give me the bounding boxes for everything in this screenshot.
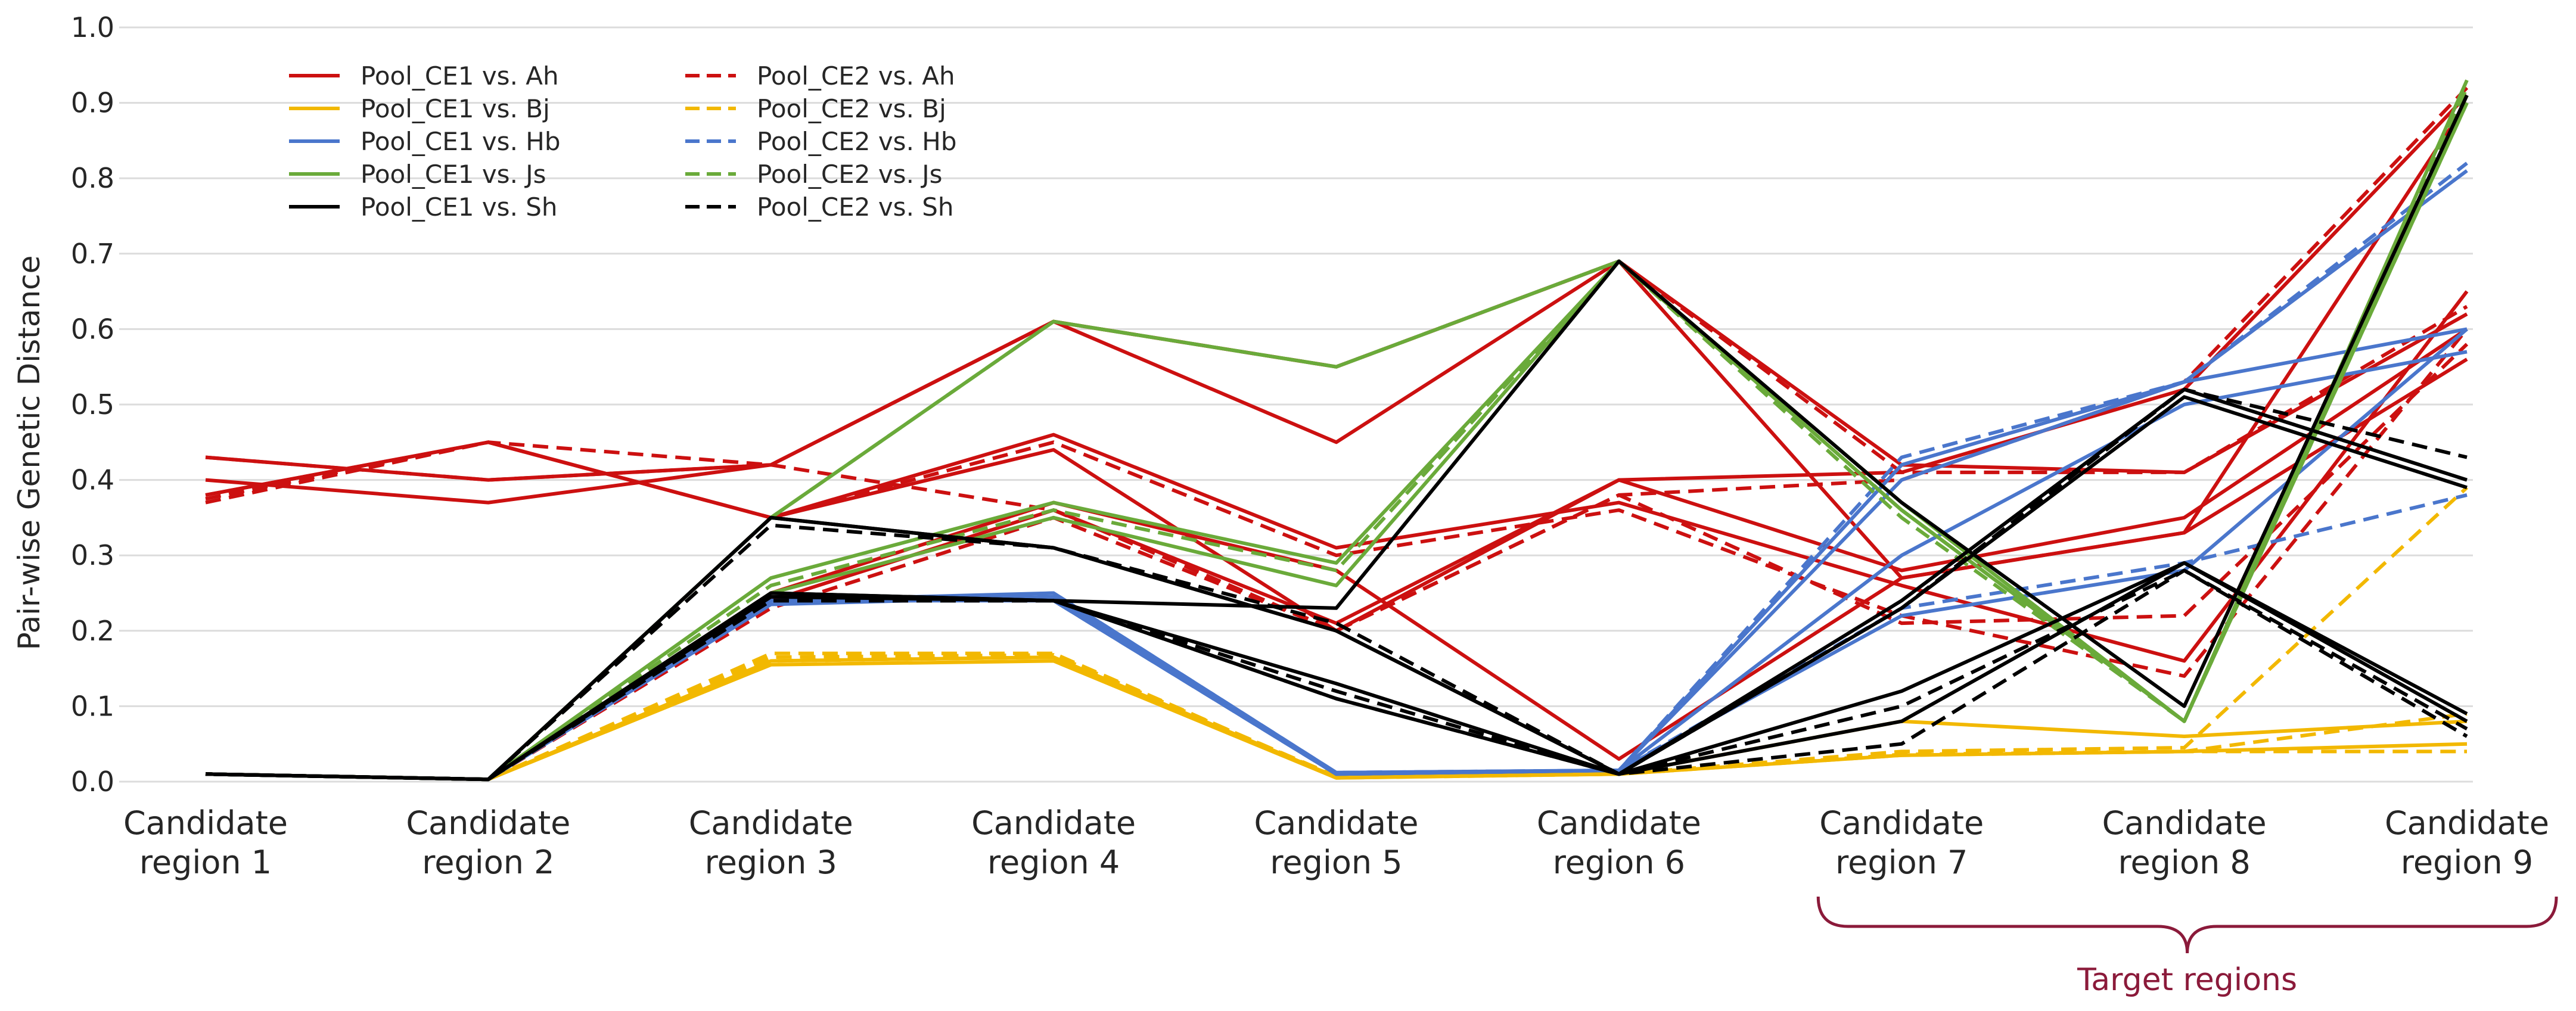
x-category-label: Candidate region 8	[2102, 804, 2267, 881]
x-category-label: Candidate region 5	[1254, 804, 1418, 881]
series-line	[205, 395, 2468, 782]
y-tick-label: 0.7	[71, 238, 114, 270]
series-line	[205, 387, 2468, 782]
legend-entry: Pool_CE1 vs. Bj	[361, 94, 550, 123]
series-line	[205, 568, 2468, 782]
gridlines	[119, 26, 2473, 783]
x-category-label: Candidate region 3	[689, 804, 853, 881]
x-category-label: Candidate region 7	[1819, 804, 1984, 881]
target-regions-annotation: Target regions	[1816, 896, 2558, 998]
series-line	[205, 493, 2468, 782]
series-line	[205, 169, 2468, 782]
target-regions-label: Target regions	[2077, 962, 2297, 998]
legend-entry: Pool_CE1 vs. Ah	[361, 61, 559, 91]
y-tick-label: 0.9	[71, 87, 114, 119]
y-tick-label: 1.0	[71, 11, 114, 43]
series-line	[205, 568, 2468, 782]
y-axis-ticks: 0.0 0.1 0.2 0.3 0.4 0.5 0.6 0.7 0.8 0.9 1.0	[71, 11, 114, 798]
y-tick-label: 0.8	[71, 162, 114, 194]
y-tick-label: 0.6	[71, 313, 114, 345]
legend-entry: Pool_CE2 vs. Ah	[757, 61, 955, 91]
y-tick-label: 0.0	[71, 766, 114, 798]
y-tick-label: 0.3	[71, 539, 114, 571]
legend-entry: Pool_CE1 vs. Hb	[361, 127, 561, 156]
x-category-label: Candidate region 4	[971, 804, 1136, 881]
series-line	[205, 651, 2467, 782]
x-category-label: Candidate region 9	[2385, 804, 2549, 881]
series-line	[205, 486, 2469, 782]
y-tick-label: 0.5	[71, 388, 114, 421]
x-category-label: Candidate region 1	[123, 804, 288, 881]
target-regions-brace	[1816, 896, 2558, 954]
series-line	[205, 290, 2469, 663]
y-tick-label: 0.1	[71, 690, 114, 722]
legend-entry: Pool_CE2 vs. Sh	[757, 192, 954, 222]
y-tick-label: 0.4	[71, 464, 114, 496]
legend-entry: Pool_CE1 vs. Js	[361, 160, 546, 189]
x-axis-categories: Candidate region 1 Candidate region 2 Candid…	[123, 804, 2549, 881]
series-lines	[205, 79, 2469, 782]
legend-entry: Pool_CE2 vs. Bj	[757, 94, 946, 123]
series-line	[205, 102, 2469, 782]
legend-entry: Pool_CE1 vs. Sh	[361, 192, 558, 222]
series-line	[205, 350, 2468, 782]
y-tick-label: 0.2	[71, 615, 114, 647]
legend-entry: Pool_CE2 vs. Js	[757, 160, 943, 189]
x-category-label: Candidate region 6	[1537, 804, 1701, 881]
x-category-label: Candidate region 2	[406, 804, 570, 881]
y-axis-title: Pair-wise Genetic Distance	[12, 256, 46, 651]
legend: Pool_CE1 vs. Ah Pool_CE1 vs. Bj Pool_CE1 v…	[289, 61, 957, 222]
legend-entry: Pool_CE2 vs. Hb	[757, 127, 957, 156]
